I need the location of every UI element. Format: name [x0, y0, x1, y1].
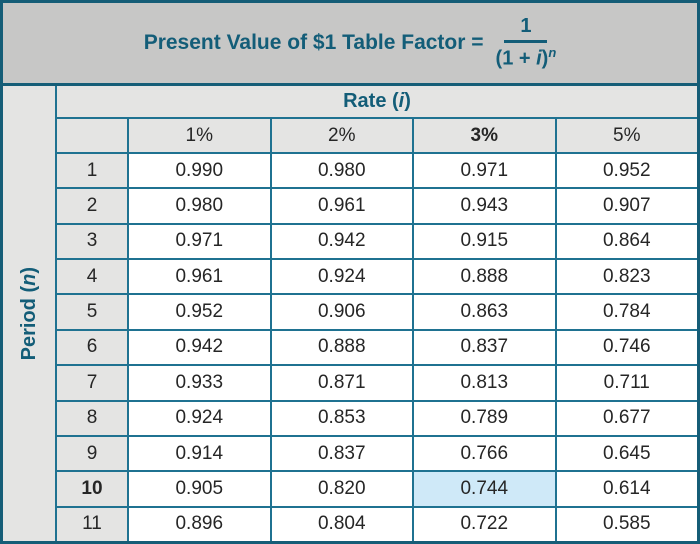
factor-cell: 0.942 [129, 330, 270, 365]
factor-cell: 0.952 [556, 154, 697, 188]
column-header-5pct: 5% [556, 119, 697, 152]
period-cell: 10 [57, 472, 127, 506]
factor-cell: 0.645 [556, 436, 697, 471]
denominator-variable: i [536, 47, 542, 70]
factor-cell: 0.722 [414, 507, 555, 541]
period-cell: 11 [57, 507, 127, 541]
period-cell: 2 [57, 189, 127, 223]
factor-cell: 0.961 [271, 189, 412, 223]
exponent-variable: n [548, 45, 557, 61]
factor-cell: 0.905 [129, 472, 270, 506]
factor-cell: 0.914 [129, 436, 270, 471]
period-cell: 7 [57, 366, 127, 400]
factor-cell: 0.585 [556, 507, 697, 541]
factor-cell: 0.820 [271, 472, 412, 506]
factor-table: Period (n) Rate (i) 1% 2% 3% 5% 1 0.990 0.… [3, 86, 697, 541]
title-band: Present Value of $1 Table Factor = 1 (1 … [3, 3, 697, 86]
factor-cell: 0.784 [556, 295, 697, 329]
fraction-denominator: (1 + i)n [496, 43, 557, 71]
factor-cell: 0.971 [129, 224, 270, 259]
column-header-2pct: 2% [271, 119, 412, 152]
factor-cell: 0.971 [414, 154, 555, 188]
formula-fraction: 1 (1 + i)n [496, 15, 557, 71]
page-title: Present Value of $1 Table Factor = [143, 31, 484, 54]
rate-axis-label: Rate (i) [57, 86, 697, 117]
corner-cell [57, 119, 127, 152]
period-cell: 4 [57, 260, 127, 294]
period-cell: 1 [57, 154, 127, 188]
period-axis-cell: Period (n) [3, 86, 55, 541]
period-label-close: ) [17, 266, 40, 274]
factor-cell: 0.961 [129, 260, 270, 294]
factor-cell: 0.813 [414, 366, 555, 400]
period-axis-label: Period (n) [18, 267, 41, 360]
rate-label-close: ) [404, 90, 411, 112]
factor-cell: 0.896 [129, 507, 270, 541]
factor-cell: 0.746 [556, 330, 697, 365]
factor-cell: 0.711 [556, 366, 697, 400]
factor-cell: 0.823 [556, 260, 697, 294]
factor-cell: 0.837 [414, 330, 555, 365]
factor-cell: 0.863 [414, 295, 555, 329]
factor-cell: 0.933 [129, 366, 270, 400]
factor-cell: 0.871 [271, 366, 412, 400]
factor-cell: 0.853 [271, 401, 412, 435]
period-cell: 6 [57, 330, 127, 365]
period-variable: n [17, 273, 40, 286]
rate-label-open: Rate ( [343, 90, 399, 112]
denominator-open: (1 + [495, 47, 537, 70]
factor-cell: 0.888 [414, 260, 555, 294]
factor-cell: 0.864 [556, 224, 697, 259]
factor-cell: 0.907 [556, 189, 697, 223]
factor-cell: 0.744 [414, 472, 555, 506]
factor-cell: 0.888 [271, 330, 412, 365]
rate-variable: i [398, 90, 405, 112]
factor-cell: 0.915 [414, 224, 555, 259]
factor-cell: 0.677 [556, 401, 697, 435]
period-cell: 3 [57, 224, 127, 259]
period-label-open: Period ( [17, 285, 40, 361]
denominator-close: ) [541, 47, 549, 70]
column-header-1pct: 1% [129, 119, 270, 152]
factor-cell: 0.980 [271, 154, 412, 188]
denominator-exponent: n [548, 45, 556, 60]
factor-cell: 0.614 [556, 472, 697, 506]
factor-cell: 0.980 [129, 189, 270, 223]
factor-cell: 0.766 [414, 436, 555, 471]
factor-cell: 0.804 [271, 507, 412, 541]
factor-cell: 0.924 [129, 401, 270, 435]
period-cell: 8 [57, 401, 127, 435]
factor-cell: 0.906 [271, 295, 412, 329]
factor-cell: 0.990 [129, 154, 270, 188]
factor-cell: 0.942 [271, 224, 412, 259]
period-cell: 5 [57, 295, 127, 329]
fraction-numerator: 1 [504, 15, 548, 44]
factor-cell: 0.789 [414, 401, 555, 435]
factor-cell: 0.837 [271, 436, 412, 471]
factor-cell: 0.924 [271, 260, 412, 294]
column-header-3pct: 3% [414, 119, 555, 152]
period-cell: 9 [57, 436, 127, 471]
factor-cell: 0.943 [414, 189, 555, 223]
factor-cell: 0.952 [129, 295, 270, 329]
